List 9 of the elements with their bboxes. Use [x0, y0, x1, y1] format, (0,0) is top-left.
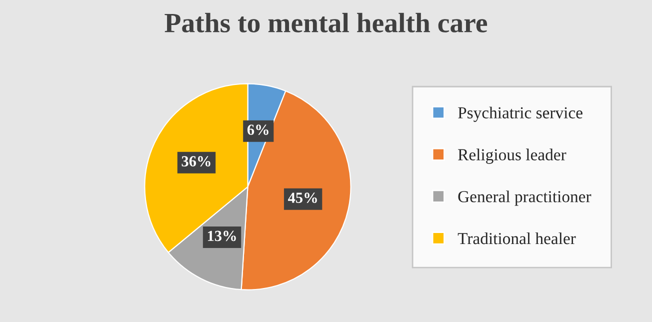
data-label: 36%	[182, 156, 210, 167]
legend-label: Traditional healer	[458, 232, 576, 244]
data-label: 45%	[288, 192, 317, 203]
legend-label: Religious leader	[458, 148, 566, 164]
legend-label: General practitioner	[458, 190, 592, 206]
data-label: 13%	[208, 230, 236, 242]
data-label: 6%	[247, 124, 268, 135]
chart-title: Paths to mental health care	[164, 12, 488, 32]
legend-label: Psychiatric service	[458, 106, 582, 122]
